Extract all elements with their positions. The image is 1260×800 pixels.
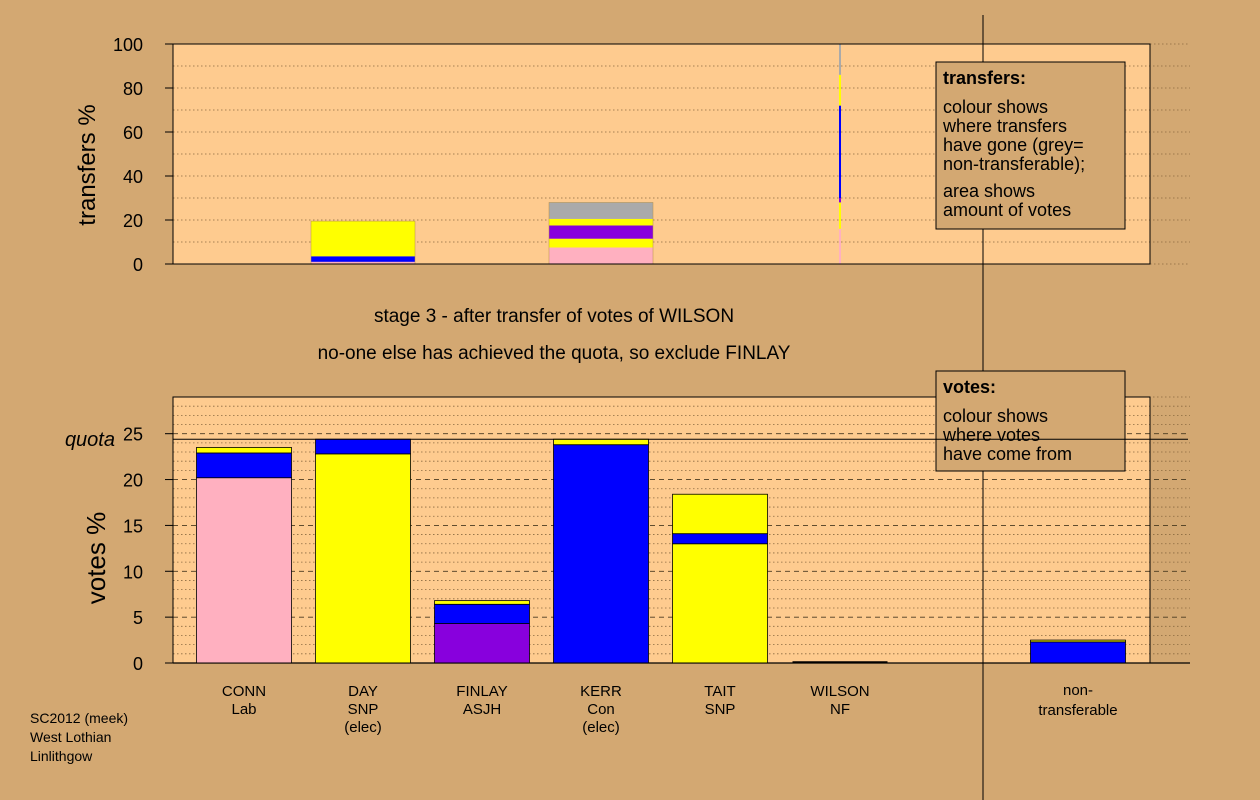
votes-y-tick-label: 10	[123, 562, 143, 582]
vote-segment-day	[315, 453, 411, 664]
candidate-label-wilson: NF	[830, 701, 850, 718]
candidate-label-day: SNP	[348, 701, 379, 718]
votes-legend-title: votes:	[943, 377, 996, 397]
candidate-label-finlay: ASJH	[463, 701, 501, 718]
transfer-segment-day	[310, 261, 416, 264]
vote-segment-nontransferable	[1030, 639, 1126, 643]
vote-segment-finlay	[434, 603, 530, 624]
transfer-segment-wilson	[839, 105, 841, 198]
quota-label: quota	[65, 429, 115, 451]
candidate-label-finlay: FINLAY	[456, 683, 507, 700]
candidate-labels: CONNLabDAYSNP(elec)FINLAYASJHKERRCon(ele…	[222, 682, 1118, 736]
footer-council: West Lothian	[30, 729, 111, 745]
stage-title: stage 3 - after transfer of votes of WIL…	[374, 306, 734, 327]
footer-election: SC2012 (meek)	[30, 710, 128, 726]
transfer-segment-wilson	[839, 228, 841, 264]
votes-legend-line: where votes	[942, 425, 1040, 445]
candidate-label-conn: Lab	[231, 701, 256, 718]
votes-legend: votes: colour shows where votes have com…	[935, 370, 1126, 472]
quota-indicator: quota	[65, 429, 1188, 451]
transfers-legend-title: transfers:	[943, 68, 1026, 88]
votes-bars	[196, 438, 1126, 664]
vote-segment-conn	[196, 477, 292, 664]
votes-plot-frame	[172, 396, 1151, 664]
transfer-segment-kerr	[548, 202, 654, 219]
footer-ward: Linlithgow	[30, 748, 93, 764]
transfer-segment-day	[310, 256, 416, 262]
candidate-label-kerr: Con	[587, 701, 615, 718]
votes-legend-line: have come from	[943, 444, 1072, 464]
transfer-segment-kerr	[548, 238, 654, 248]
transfers-legend-line: area shows	[943, 181, 1035, 201]
transfer-segment-wilson	[839, 198, 841, 203]
vote-segment-tait	[672, 533, 768, 545]
votes-legend-line: colour shows	[943, 406, 1048, 426]
transfers-legend: transfers: colour shows where transfers …	[935, 61, 1126, 230]
candidate-label-day: DAY	[348, 683, 378, 700]
transfers-y-axis-label: transfers %	[74, 104, 101, 225]
transfers-y-tick-label: 80	[123, 79, 143, 99]
votes-legend-box	[935, 370, 1126, 472]
vote-segment-kerr	[553, 438, 649, 446]
vote-segment-tait	[672, 493, 768, 535]
transfers-legend-line: have gone (grey=	[943, 135, 1084, 155]
transfers-legend-line: colour shows	[943, 97, 1048, 117]
transfers-y-tick-label: 20	[123, 211, 143, 231]
transfer-segment-kerr	[548, 247, 654, 264]
transfers-legend-box	[935, 61, 1126, 230]
candidate-label-kerr: (elec)	[582, 719, 620, 736]
votes-y-ticks: 0 5 10 15 20 25	[123, 425, 173, 674]
transfers-bars	[310, 44, 841, 265]
nontransferable-label: transferable	[1038, 702, 1117, 719]
votes-y-tick-label: 5	[133, 608, 143, 628]
transfer-segment-kerr	[548, 218, 654, 226]
vote-segment-conn	[196, 452, 292, 479]
transfers-y-tick-label: 60	[123, 123, 143, 143]
transfers-y-tick-label: 40	[123, 167, 143, 187]
transfers-y-tick-label: 100	[113, 35, 143, 55]
candidate-label-kerr: KERR	[580, 683, 622, 700]
vote-segment-tait	[672, 543, 768, 664]
transfer-segment-wilson	[839, 202, 841, 229]
candidate-label-wilson: WILSON	[810, 683, 869, 700]
vote-segment-finlay	[434, 623, 530, 664]
transfers-legend-line: non-transferable);	[943, 154, 1085, 174]
votes-y-axis-label: votes %	[81, 512, 111, 605]
candidate-label-tait: TAIT	[704, 683, 735, 700]
vote-segment-conn	[196, 447, 292, 454]
votes-y-tick-label: 25	[123, 425, 143, 445]
transfers-legend-line: amount of votes	[943, 200, 1071, 220]
vote-segment-nontransferable	[1030, 641, 1126, 664]
transfers-plot-frame	[172, 43, 1151, 265]
vote-segment-finlay	[434, 600, 530, 605]
transfer-segment-kerr	[548, 225, 654, 239]
transfers-y-ticks: 0 20 40 60 80 100	[113, 35, 173, 275]
votes-y-tick-label: 0	[133, 654, 143, 674]
vote-segment-kerr	[553, 444, 649, 664]
candidate-label-conn: CONN	[222, 683, 266, 700]
nontransferable-label: non-	[1063, 682, 1093, 699]
votes-y-tick-label: 15	[123, 516, 143, 536]
votes-y-tick-label: 20	[123, 471, 143, 491]
vote-segment-day	[315, 438, 411, 455]
transfer-segment-day	[310, 221, 416, 257]
transfers-legend-line: where transfers	[942, 116, 1067, 136]
stage-subtitle: no-one else has achieved the quota, so e…	[318, 343, 791, 364]
candidate-label-day: (elec)	[344, 719, 382, 736]
candidate-label-tait: SNP	[705, 701, 736, 718]
transfer-segment-wilson	[839, 44, 841, 75]
transfers-y-tick-label: 0	[133, 255, 143, 275]
transfer-segment-wilson	[839, 74, 841, 106]
